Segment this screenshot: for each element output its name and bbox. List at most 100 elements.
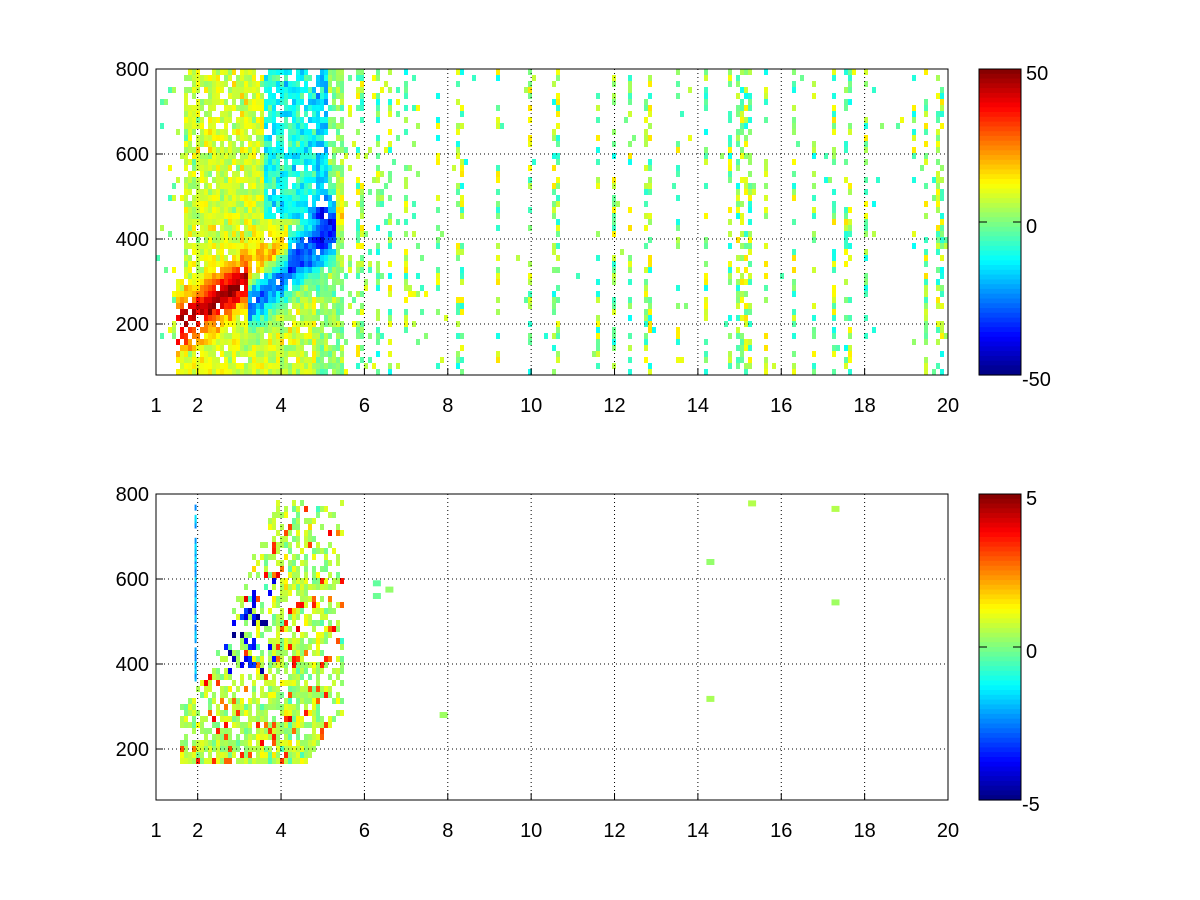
y-tick-label: 200 (116, 314, 149, 336)
heatmap-cell (296, 728, 300, 734)
heatmap-cell (288, 201, 292, 207)
heatmap-cell (832, 219, 836, 225)
heatmap-cell (236, 315, 240, 321)
heatmap-cell (332, 698, 336, 704)
heatmap-cell (268, 327, 272, 333)
heatmap-cell (320, 219, 324, 225)
heatmap-cell (232, 213, 236, 219)
heatmap-cell (552, 135, 556, 141)
heatmap-cell (832, 207, 836, 213)
heatmap-cell (312, 297, 316, 303)
heatmap-cell (864, 291, 868, 297)
heatmap-cell (260, 291, 264, 297)
heatmap-cell (212, 746, 216, 752)
heatmap-cell (256, 656, 260, 662)
heatmap-cell (552, 81, 556, 87)
heatmap-cell (376, 267, 380, 273)
heatmap-cell (272, 273, 276, 279)
heatmap-cell (936, 237, 940, 243)
colorbar-segment (979, 226, 1021, 233)
heatmap-cell (248, 369, 252, 375)
heatmap-cell (612, 303, 616, 309)
heatmap-cell (940, 87, 944, 93)
heatmap-cell (284, 363, 288, 369)
heatmap-cell (284, 668, 288, 674)
heatmap-cell (236, 201, 240, 207)
heatmap-cell (304, 267, 308, 273)
heatmap-cell (268, 75, 272, 81)
heatmap-cell (612, 177, 616, 183)
heatmap-cell (316, 674, 320, 680)
heatmap-cell (272, 177, 276, 183)
heatmap-cell (252, 321, 256, 327)
heatmap-cell (208, 123, 212, 129)
heatmap-cell (296, 608, 300, 614)
heatmap-cell (184, 231, 188, 237)
heatmap-cell (332, 351, 336, 357)
heatmap-cell (264, 584, 268, 590)
heatmap-cell (208, 339, 212, 345)
heatmap-cell (596, 255, 600, 261)
heatmap-cell (240, 321, 244, 327)
heatmap-cell (932, 177, 936, 183)
heatmap-cell (308, 363, 312, 369)
heatmap-cell (328, 189, 332, 195)
heatmap-cell (204, 297, 208, 303)
heatmap-cell (348, 291, 352, 297)
heatmap-cell (436, 207, 440, 213)
heatmap-cell (188, 87, 192, 93)
heatmap-cell (368, 261, 372, 267)
heatmap-cell (272, 363, 276, 369)
heatmap-cell (320, 171, 324, 177)
heatmap-cell (224, 99, 228, 105)
heatmap-cell (252, 147, 256, 153)
heatmap-cell (320, 279, 324, 285)
heatmap-cell (736, 237, 740, 243)
heatmap-cell (796, 141, 800, 147)
heatmap-cell (388, 99, 392, 105)
heatmap-cell (744, 231, 748, 237)
heatmap-cell (940, 231, 944, 237)
heatmap-cell (376, 111, 380, 117)
heatmap-cell (284, 662, 288, 668)
heatmap-cell (268, 608, 272, 614)
heatmap-cell (232, 327, 236, 333)
heatmap-cell (364, 285, 368, 291)
heatmap-cell (264, 728, 268, 734)
heatmap-cell (192, 309, 196, 315)
heatmap-cell (244, 243, 248, 249)
heatmap-cell (676, 225, 680, 231)
heatmap-cell (320, 333, 324, 339)
heatmap-cell (324, 309, 328, 315)
heatmap-cell (596, 291, 600, 297)
heatmap-cell (352, 141, 356, 147)
heatmap-cell (188, 147, 192, 153)
heatmap-cell (360, 303, 364, 309)
colorbar-segment (979, 102, 1021, 108)
heatmap-cell (456, 189, 460, 195)
heatmap-cell (300, 147, 304, 153)
heatmap-cell (212, 81, 216, 87)
heatmap-cell (228, 668, 232, 674)
heatmap-cell (644, 279, 648, 285)
heatmap-cell (648, 321, 652, 327)
heatmap-cell (208, 141, 212, 147)
heatmap-cell (304, 153, 308, 159)
heatmap-cell (496, 69, 500, 75)
heatmap-cell (240, 81, 244, 87)
heatmap-cell (376, 177, 380, 183)
heatmap-cell (194, 586, 197, 593)
heatmap-cell (224, 692, 228, 698)
heatmap-cell (184, 141, 188, 147)
heatmap-cell (316, 704, 320, 710)
heatmap-cell (940, 369, 944, 375)
heatmap-cell (312, 668, 316, 674)
heatmap-cell (744, 243, 748, 249)
heatmap-cell (248, 201, 252, 207)
heatmap-cell (268, 692, 272, 698)
heatmap-cell (312, 728, 316, 734)
heatmap-cell (460, 159, 464, 165)
heatmap-cell (256, 279, 260, 285)
heatmap-cell (304, 351, 308, 357)
x-tick-label: 4 (276, 820, 287, 842)
